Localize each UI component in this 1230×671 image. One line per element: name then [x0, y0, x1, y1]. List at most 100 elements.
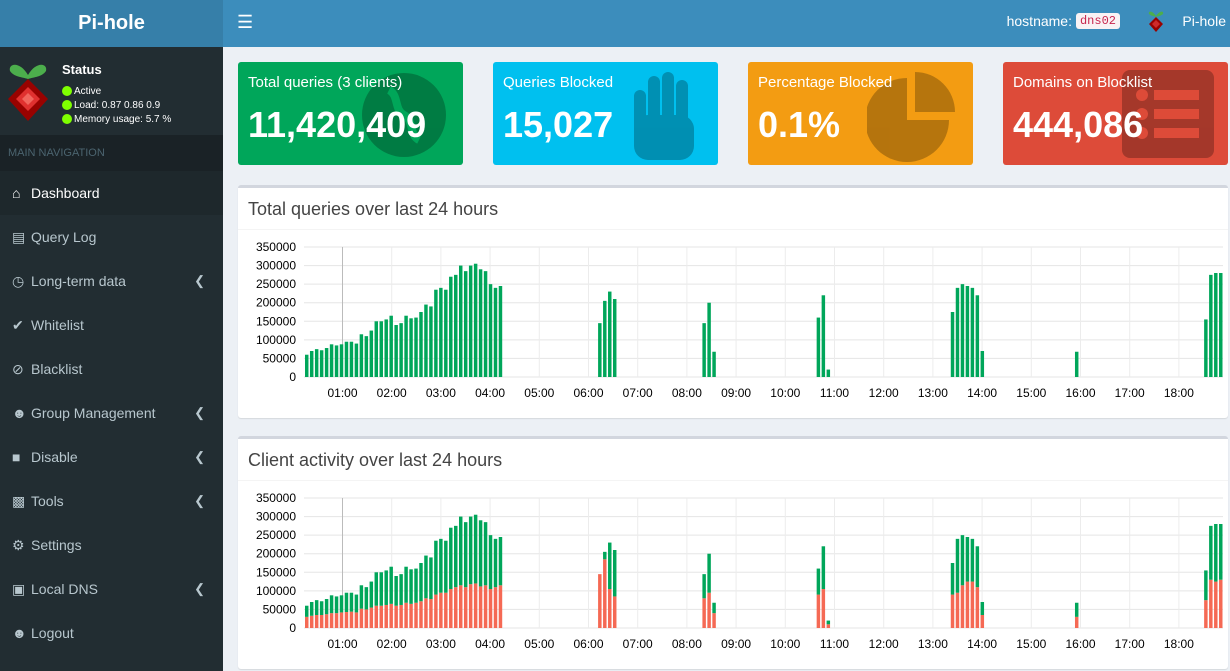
bar[interactable] [603, 559, 607, 628]
bar[interactable] [414, 602, 418, 628]
sidebar-item-blacklist[interactable]: ⊘ Blacklist [0, 347, 223, 391]
stat-box-percentage-blocked[interactable]: Percentage Blocked 0.1% [748, 62, 973, 165]
bar[interactable] [483, 271, 488, 377]
bar[interactable] [478, 586, 483, 628]
bar[interactable] [975, 295, 980, 377]
bar[interactable] [429, 306, 433, 377]
bar[interactable] [980, 615, 985, 628]
bar[interactable] [349, 611, 354, 628]
bar[interactable] [424, 598, 428, 628]
bar[interactable] [468, 584, 473, 628]
bar[interactable] [394, 605, 398, 628]
bar[interactable] [364, 587, 369, 610]
bar[interactable] [389, 315, 393, 377]
bar[interactable] [444, 592, 448, 628]
user-menu[interactable]: Pi-hole [1146, 8, 1226, 34]
bar[interactable] [334, 613, 339, 628]
bar[interactable] [483, 585, 488, 628]
bar[interactable] [384, 570, 388, 605]
bar[interactable] [394, 325, 398, 377]
bar[interactable] [612, 299, 617, 377]
bar[interactable] [409, 318, 413, 377]
bar[interactable] [354, 594, 359, 613]
bar[interactable] [1214, 524, 1218, 582]
bar[interactable] [334, 345, 339, 377]
bar[interactable] [359, 334, 364, 377]
bar[interactable] [374, 321, 379, 377]
sidebar-item-long-term-data[interactable]: ◷ Long-term data ❮ [0, 259, 223, 303]
bar[interactable] [419, 312, 423, 377]
bar[interactable] [404, 315, 408, 377]
bar[interactable] [970, 287, 975, 377]
bar[interactable] [429, 557, 433, 600]
bar[interactable] [458, 265, 463, 377]
bar[interactable] [463, 522, 468, 588]
bar[interactable] [950, 594, 955, 628]
bar[interactable] [826, 620, 831, 625]
bar[interactable] [955, 287, 960, 377]
bar[interactable] [409, 603, 413, 628]
bar[interactable] [434, 594, 438, 628]
bar[interactable] [488, 535, 493, 589]
bar[interactable] [1219, 524, 1223, 580]
bar[interactable] [389, 566, 393, 604]
stat-box-queries-blocked[interactable]: Queries Blocked 15,027 [493, 62, 718, 165]
bar[interactable] [354, 343, 359, 377]
bar[interactable] [955, 538, 960, 593]
bar[interactable] [478, 520, 483, 587]
bar[interactable] [324, 614, 329, 628]
bar[interactable] [419, 563, 423, 602]
bar[interactable] [369, 330, 374, 377]
bar[interactable] [374, 572, 379, 606]
bar[interactable] [1219, 273, 1223, 377]
sidebar-item-query-log[interactable]: ▤ Query Log [0, 215, 223, 259]
sidebar-item-logout[interactable]: ☻ Logout [0, 611, 223, 655]
bar[interactable] [324, 599, 329, 615]
bar[interactable] [329, 595, 334, 614]
bar[interactable] [399, 323, 403, 377]
bar[interactable] [478, 269, 483, 377]
bar[interactable] [498, 286, 503, 377]
bar[interactable] [960, 585, 965, 628]
bar[interactable] [434, 540, 438, 595]
client-activity-chart[interactable]: 350000 300000 250000 200000 150000 100000 5000… [238, 483, 1228, 668]
bar[interactable] [384, 319, 388, 377]
bar[interactable] [379, 321, 383, 377]
bar[interactable] [498, 537, 503, 586]
bar[interactable] [707, 302, 711, 377]
bar[interactable] [404, 602, 408, 628]
bar[interactable] [434, 289, 438, 377]
stat-box-domains-blocklist[interactable]: Domains on Blocklist 444,086 [1003, 62, 1228, 165]
bar[interactable] [483, 522, 488, 586]
bar[interactable] [379, 605, 383, 628]
bar[interactable] [826, 624, 831, 628]
bar[interactable] [608, 291, 612, 377]
bar[interactable] [404, 566, 408, 603]
bar[interactable] [960, 284, 965, 377]
bar[interactable] [399, 604, 403, 628]
bar[interactable] [965, 286, 970, 377]
bar[interactable] [414, 317, 418, 377]
bar[interactable] [329, 344, 334, 377]
bar[interactable] [449, 276, 453, 377]
bar[interactable] [409, 569, 413, 604]
bar[interactable] [707, 592, 711, 628]
bar[interactable] [344, 592, 349, 613]
bar[interactable] [712, 351, 716, 377]
bar[interactable] [712, 613, 716, 628]
bar[interactable] [975, 587, 980, 628]
bar[interactable] [354, 612, 359, 628]
bar[interactable] [329, 613, 334, 628]
bar[interactable] [449, 589, 453, 628]
bar[interactable] [463, 271, 468, 377]
bar[interactable] [305, 354, 309, 377]
bar[interactable] [598, 323, 602, 377]
bar[interactable] [1209, 579, 1213, 628]
sidebar-item-whitelist[interactable]: ✔ Whitelist [0, 303, 223, 347]
bar[interactable] [598, 574, 602, 628]
sidebar-item-group-management[interactable]: ☻ Group Management ❮ [0, 391, 223, 435]
bar[interactable] [702, 598, 706, 628]
bar[interactable] [334, 596, 339, 614]
bar[interactable] [816, 594, 821, 628]
sidebar-item-local-dns[interactable]: ▣ Local DNS ❮ [0, 567, 223, 611]
